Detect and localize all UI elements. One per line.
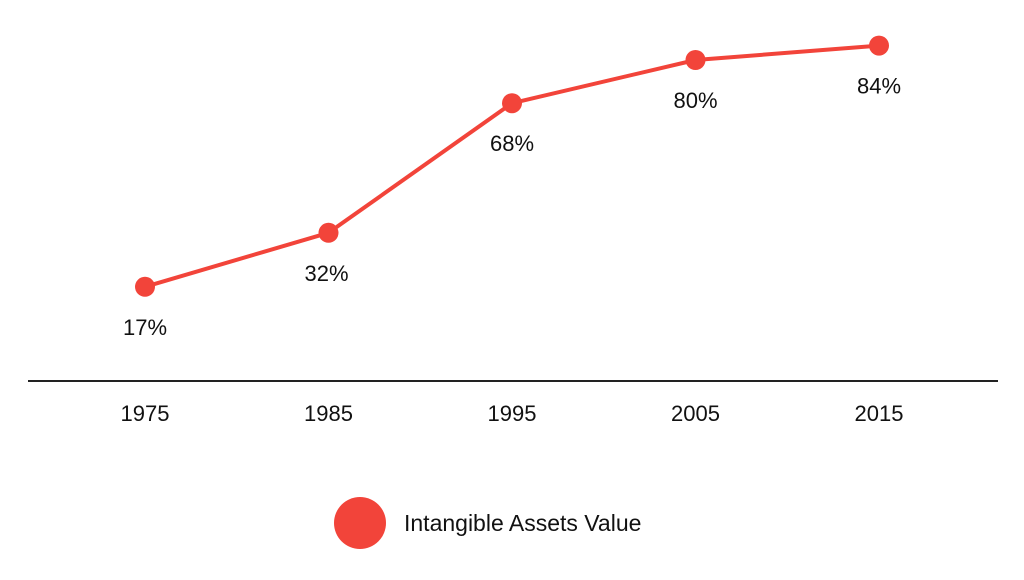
data-labels: 17% 32% 68% 80% 84% [123,74,901,340]
data-point-1995 [502,93,522,114]
data-label-2015: 84% [857,74,901,99]
series-line [144,43,880,289]
data-label-1975: 17% [123,315,167,340]
x-tick-labels: 1975 1985 1995 2005 2015 [121,401,904,426]
data-point-2015 [869,35,889,56]
legend: Intangible Assets Value [334,496,641,550]
x-tick-label-1995: 1995 [488,401,537,426]
x-tick-label-2005: 2005 [671,401,720,426]
legend-marker-icon [334,497,386,549]
legend-label-intangible-assets-value: Intangible Assets Value [404,509,642,536]
x-tick-label-1975: 1975 [121,401,170,426]
x-tick-label-2015: 2015 [855,401,904,426]
data-point-1985 [318,222,339,243]
x-tick-label-1985: 1985 [304,401,353,426]
series-points [135,35,889,297]
data-label-1995: 68% [490,131,534,156]
data-point-1975 [135,276,155,297]
data-label-2005: 80% [673,88,717,113]
data-label-1985: 32% [304,261,348,286]
data-point-2005 [685,50,706,70]
